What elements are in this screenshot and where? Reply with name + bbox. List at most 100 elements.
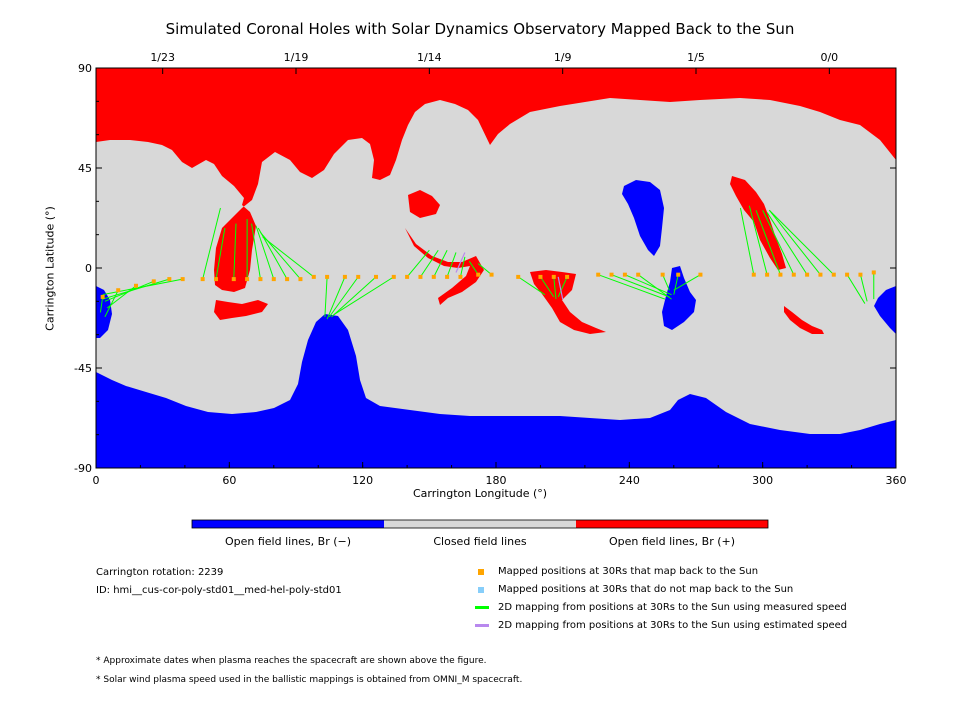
top-date-label: 0/0 <box>820 51 838 64</box>
measured-mapping-line <box>739 207 755 275</box>
y-tick-label: -45 <box>74 362 92 375</box>
mapped-point <box>565 274 570 279</box>
y-axis-label: Carrington Latitude (°) <box>43 206 57 331</box>
positive-lobe-60 <box>214 300 268 320</box>
mapped-point <box>609 272 614 277</box>
mapped-point <box>831 272 836 277</box>
mapped-point <box>805 272 810 277</box>
x-axis-label: Carrington Longitude (°) <box>412 487 548 500</box>
measured-mapping-line <box>324 276 328 317</box>
mapped-point <box>698 272 703 277</box>
measured-mapping-line <box>762 210 795 275</box>
measured-mapping-line <box>859 274 868 302</box>
measured-mapping-line <box>768 209 835 276</box>
x-tick-label: 60 <box>222 474 236 487</box>
mapped-point <box>596 272 601 277</box>
mapped-point <box>325 274 330 279</box>
carrington-rotation: Carrington rotation: 2239 <box>96 567 224 578</box>
mapped-point <box>676 272 681 277</box>
model-id: ID: hmi__cus-cor-poly-std01__med-hel-pol… <box>96 585 342 596</box>
mapped-point <box>418 274 423 279</box>
mapped-point <box>516 274 521 279</box>
negative-lobe-south-255 <box>662 266 696 330</box>
legend-mapped-square <box>478 569 484 575</box>
mapped-point <box>858 272 863 277</box>
measured-mapping-line <box>406 249 430 278</box>
mapped-point <box>391 274 396 279</box>
colorbar-segment <box>384 520 576 528</box>
measured-mapping-line <box>328 276 359 318</box>
mapped-point <box>622 272 627 277</box>
colorbar-label-negative: Open field lines, Br (−) <box>224 535 352 548</box>
positive-lobe-160 <box>408 190 440 218</box>
legend-label-estimated: 2D mapping from positions at 30Rs to the… <box>498 620 848 631</box>
mapped-point <box>489 272 494 277</box>
measured-mapping-line <box>553 276 557 300</box>
positive-lobe-210 <box>530 270 606 334</box>
mapped-point <box>231 277 236 282</box>
measured-mapping-line <box>598 274 666 300</box>
x-tick-label: 0 <box>93 474 100 487</box>
measured-mapping-line <box>673 274 679 295</box>
mapped-points-layer <box>100 270 876 299</box>
measured-mapping-line <box>755 210 781 275</box>
legend-label-measured: 2D mapping from positions at 30Rs to the… <box>498 602 847 613</box>
measured-mapping-line <box>420 249 439 278</box>
mapped-point <box>285 277 290 282</box>
x-tick-label: 120 <box>352 474 373 487</box>
measured-mapping-line <box>748 205 768 275</box>
measured-mapping-line <box>459 256 466 277</box>
measured-mapping-line <box>99 296 104 313</box>
legend-unmapped-square <box>478 587 484 593</box>
measured-mapping-line <box>557 276 568 298</box>
mapped-point <box>180 277 185 282</box>
y-tick-label: 0 <box>85 262 92 275</box>
north-positive-coronal-hole <box>96 68 896 292</box>
measured-mapping-line <box>433 249 448 278</box>
mapped-point <box>134 283 138 288</box>
legend-estimated-line <box>475 624 489 627</box>
mapped-point <box>298 277 303 282</box>
mapped-point <box>214 277 218 282</box>
positive-lobe-325 <box>784 306 824 334</box>
measured-mapping-line <box>624 274 672 296</box>
mapped-point <box>271 277 276 282</box>
measured-mapping-line <box>331 276 377 318</box>
mapped-point <box>100 294 105 299</box>
colorbar-label-positive: Open field lines, Br (+) <box>608 535 736 548</box>
mapped-point <box>200 277 205 282</box>
estimated-mapping-line <box>557 276 564 300</box>
mapped-point <box>458 274 463 279</box>
top-date-label: 1/5 <box>687 51 705 64</box>
measured-mapping-line <box>673 274 701 291</box>
mapped-point <box>258 277 263 282</box>
top-date-label: 1/19 <box>284 51 309 64</box>
x-tick-label: 360 <box>886 474 907 487</box>
mapped-point <box>167 277 172 282</box>
mapped-point <box>871 270 876 275</box>
x-tick-label: 180 <box>486 474 507 487</box>
mapped-point <box>405 274 410 279</box>
mapped-point <box>751 272 756 277</box>
mapped-point <box>551 274 556 279</box>
measured-mapping-line <box>215 227 226 280</box>
mapped-point <box>538 274 543 279</box>
measured-mapping-line <box>477 263 492 276</box>
mapped-point <box>356 274 361 279</box>
mapping-lines-layer <box>99 205 875 320</box>
mapped-point <box>116 288 121 293</box>
mapped-point <box>765 272 770 277</box>
measured-mapping-line <box>662 274 670 291</box>
negative-lobe-right-edge <box>874 286 896 334</box>
measured-mapping-line <box>846 274 866 304</box>
colorbar-frame <box>191 519 769 529</box>
measured-mapping-line <box>326 276 346 320</box>
axes-layer: 0 60 120 180 240 300 360 90 45 0 -45 -90 1/23 1/19 1/1… <box>74 51 906 487</box>
measured-mapping-line <box>102 278 183 296</box>
note-dates: * Approximate dates when plasma reaches … <box>96 656 487 666</box>
measured-mapping-line <box>446 252 457 278</box>
mapped-point <box>151 279 156 284</box>
colorbar-segment <box>576 520 768 528</box>
top-date-label: 1/23 <box>150 51 175 64</box>
chart-title: Simulated Coronal Holes with Solar Dynam… <box>165 20 795 38</box>
